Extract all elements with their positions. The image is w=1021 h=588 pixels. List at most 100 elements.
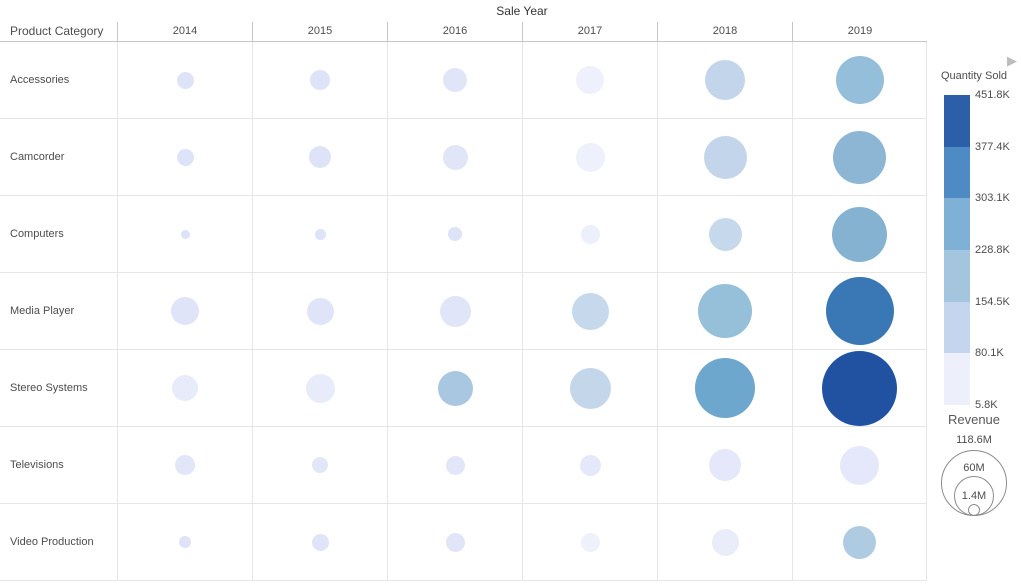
bubble-televisions-2016[interactable] <box>445 455 465 475</box>
bubble-stereo-systems-2017[interactable] <box>569 367 611 409</box>
cell-computers-2015 <box>252 196 387 272</box>
cell-televisions-2017 <box>522 427 657 503</box>
bubble-camcorder-2019[interactable] <box>833 130 886 184</box>
chart-grid: Accessories Camcorder Computers Media Playe… <box>0 42 927 581</box>
cell-accessories-2019 <box>792 42 927 118</box>
bubble-media-player-2016[interactable] <box>439 295 471 327</box>
color-ramp-band-2 <box>944 198 970 251</box>
size-legend-label-1.4M: 1.4M <box>961 490 987 502</box>
color-ramp <box>944 95 970 406</box>
bubble-stereo-systems-2014[interactable] <box>172 375 198 401</box>
cell-computers-2014 <box>117 196 252 272</box>
bubble-computers-2016[interactable] <box>448 227 462 241</box>
bubble-televisions-2015[interactable] <box>312 457 328 473</box>
bubble-media-player-2019[interactable] <box>825 277 894 345</box>
cell-stereo-systems-2019 <box>792 350 927 426</box>
cell-computers-2016 <box>387 196 522 272</box>
expand-arrow-icon[interactable]: ▶ <box>1007 53 1017 68</box>
cell-media-player-2019 <box>792 273 927 349</box>
bubble-media-player-2017[interactable] <box>571 292 609 330</box>
cell-computers-2019 <box>792 196 927 272</box>
color-ramp-tick-303.1K: 303.1K <box>975 192 1010 205</box>
bubble-video-production-2017[interactable] <box>580 532 600 552</box>
bubble-stereo-systems-2018[interactable] <box>695 358 755 418</box>
size-legend-circle-1.4M <box>968 504 980 516</box>
cell-media-player-2016 <box>387 273 522 349</box>
cell-accessories-2014 <box>117 42 252 118</box>
legend-panel: ▶ Quantity Sold 451.8K 377.4K 303.1K 228.8K… <box>927 0 1021 588</box>
bubble-camcorder-2016[interactable] <box>442 144 468 170</box>
cell-camcorder-2019 <box>792 119 927 195</box>
bubble-accessories-2018[interactable] <box>705 60 745 100</box>
bubble-accessories-2019[interactable] <box>835 56 884 104</box>
bubble-stereo-systems-2015[interactable] <box>305 373 335 403</box>
cell-accessories-2017 <box>522 42 657 118</box>
cell-accessories-2018 <box>657 42 792 118</box>
cell-computers-2017 <box>522 196 657 272</box>
row-label-accessories: Accessories <box>10 74 70 86</box>
cell-televisions-2018 <box>657 427 792 503</box>
cell-televisions-2015 <box>252 427 387 503</box>
bubble-video-production-2019[interactable] <box>843 525 876 559</box>
year-header-2018: 2018 <box>657 22 792 41</box>
cell-camcorder-2017 <box>522 119 657 195</box>
category-row-media-player: Media Player <box>0 273 927 350</box>
category-row-televisions: Televisions <box>0 427 927 504</box>
year-headers: 2014 2015 2016 2017 2018 2019 <box>117 22 927 41</box>
bubble-televisions-2014[interactable] <box>175 455 195 475</box>
bubble-video-production-2014[interactable] <box>179 536 191 548</box>
bubble-stereo-systems-2016[interactable] <box>437 370 473 406</box>
bubble-computers-2015[interactable] <box>314 228 326 240</box>
cell-stereo-systems-2016 <box>387 350 522 426</box>
bubble-video-production-2015[interactable] <box>311 533 329 551</box>
bubble-camcorder-2017[interactable] <box>575 142 605 172</box>
color-ramp-band-4 <box>944 301 970 354</box>
bubble-accessories-2016[interactable] <box>443 68 467 92</box>
bubble-accessories-2017[interactable] <box>576 66 604 94</box>
cell-video-production-2014 <box>117 504 252 580</box>
category-row-camcorder: Camcorder <box>0 119 927 196</box>
bubble-camcorder-2018[interactable] <box>703 135 747 179</box>
bubble-stereo-systems-2019[interactable] <box>822 350 897 426</box>
cell-media-player-2014 <box>117 273 252 349</box>
column-headers: Product Category 2014 2015 2016 2017 2018 201… <box>0 22 927 42</box>
cell-stereo-systems-2017 <box>522 350 657 426</box>
size-legend-title: Revenue <box>947 412 1001 427</box>
bubble-televisions-2019[interactable] <box>840 445 879 485</box>
color-ramp-band-3 <box>944 250 970 302</box>
cell-computers-2018 <box>657 196 792 272</box>
bubble-computers-2017[interactable] <box>580 224 600 244</box>
cell-televisions-2016 <box>387 427 522 503</box>
row-label-camcorder: Camcorder <box>10 151 65 163</box>
category-row-computers: Computers <box>0 196 927 273</box>
bubble-camcorder-2014[interactable] <box>176 148 194 166</box>
cell-video-production-2015 <box>252 504 387 580</box>
color-ramp-tick-80.1K: 80.1K <box>975 347 1004 360</box>
bubble-video-production-2018[interactable] <box>711 528 739 556</box>
row-label-media-player: Media Player <box>10 305 75 317</box>
bubble-video-production-2016[interactable] <box>445 532 465 552</box>
year-header-2014: 2014 <box>117 22 252 41</box>
bubble-computers-2019[interactable] <box>832 206 887 262</box>
cell-stereo-systems-2014 <box>117 350 252 426</box>
bubble-media-player-2015[interactable] <box>306 297 334 325</box>
bubble-computers-2018[interactable] <box>708 217 742 251</box>
cell-video-production-2019 <box>792 504 927 580</box>
bubble-media-player-2014[interactable] <box>171 297 199 325</box>
cell-video-production-2016 <box>387 504 522 580</box>
year-header-2017: 2017 <box>522 22 657 41</box>
row-label-video-production: Video Production <box>10 536 94 548</box>
cell-camcorder-2014 <box>117 119 252 195</box>
bubble-media-player-2018[interactable] <box>698 284 752 338</box>
size-legend-label-118.6M: 118.6M <box>956 434 992 446</box>
row-dimension-header: Product Category <box>10 24 104 38</box>
color-ramp-band-0 <box>944 95 970 147</box>
bubble-computers-2014[interactable] <box>180 229 190 239</box>
bubble-accessories-2014[interactable] <box>176 71 194 89</box>
bubble-accessories-2015[interactable] <box>310 70 330 90</box>
bubble-televisions-2017[interactable] <box>579 454 601 476</box>
bubble-camcorder-2015[interactable] <box>309 146 331 168</box>
bubble-televisions-2018[interactable] <box>709 449 741 481</box>
color-ramp-tick-154.5K: 154.5K <box>975 295 1010 308</box>
